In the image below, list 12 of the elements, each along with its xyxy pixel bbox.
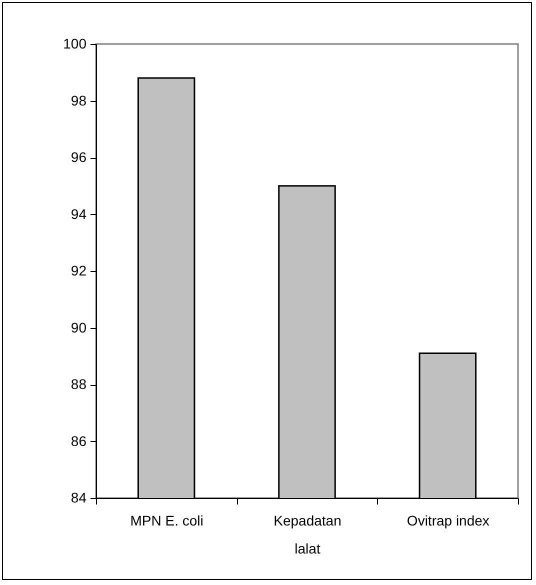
y-tick-label: 96 bbox=[70, 149, 87, 165]
x-tick-label: Ovitrap index bbox=[406, 512, 490, 528]
x-tick-label: MPN E. coli bbox=[130, 512, 204, 528]
y-tick-label: 94 bbox=[70, 206, 87, 222]
y-tick-label: 88 bbox=[70, 376, 87, 392]
y-tick-label: 98 bbox=[70, 92, 87, 108]
y-tick-label: 92 bbox=[70, 262, 87, 278]
y-tick-label: 86 bbox=[70, 432, 87, 449]
y-tick-label: 90 bbox=[70, 319, 87, 336]
y-tick-label: 84 bbox=[70, 490, 87, 506]
y-tick-label: 100 bbox=[63, 36, 87, 52]
x-tick-label: Kepadatan lalat bbox=[274, 512, 342, 556]
